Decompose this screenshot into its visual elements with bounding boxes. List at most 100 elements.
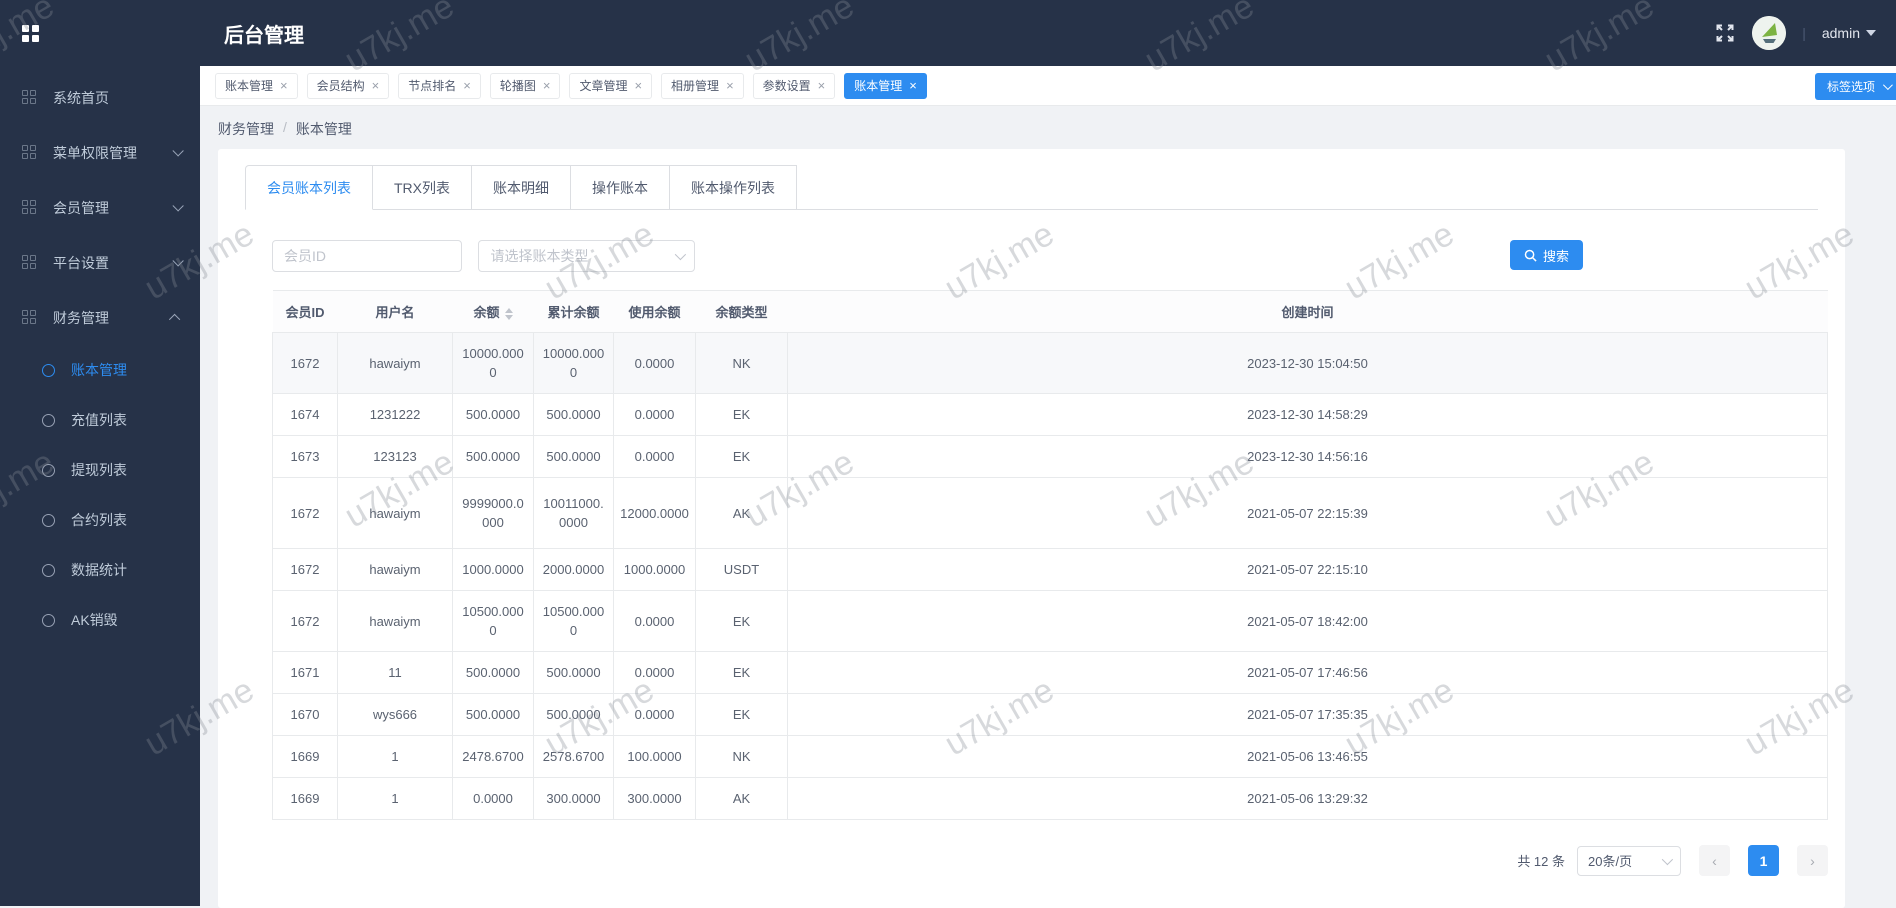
tab-ledger-op-list[interactable]: 账本操作列表 <box>670 165 797 210</box>
table-cell: 2578.6700 <box>533 735 614 778</box>
sidebar-item-label: 菜单权限管理 <box>53 144 137 161</box>
table-cell: 300.0000 <box>613 777 696 820</box>
tab-trx-list[interactable]: TRX列表 <box>373 165 472 210</box>
table-cell: EK <box>695 435 788 478</box>
table-cell: 0.0000 <box>613 651 696 694</box>
table-cell: 0.0000 <box>452 777 534 820</box>
close-icon[interactable]: × <box>726 78 734 93</box>
table-cell: 1671 <box>272 651 338 694</box>
user-avatar[interactable] <box>1752 16 1787 50</box>
table-cell: 2021-05-07 22:15:10 <box>787 548 1828 591</box>
prev-page-button[interactable]: ‹ <box>1699 845 1730 876</box>
app-title: 后台管理 <box>224 24 304 47</box>
tab-chip[interactable]: 参数设置 × <box>752 72 836 99</box>
table-cell: wys666 <box>337 693 453 736</box>
finance-submenu: 账本管理 充值列表 提现列表 合约列表 数据统计 AK销毁 <box>0 345 200 645</box>
col-balance: 余额 <box>452 290 534 333</box>
app-logo-icon <box>22 24 39 42</box>
table-cell: 1000.0000 <box>452 548 534 591</box>
page-1-button[interactable]: 1 <box>1748 845 1779 876</box>
tab-chip[interactable]: 会员结构 × <box>306 72 390 99</box>
tab-chip-active[interactable]: 账本管理 × <box>844 72 927 99</box>
sidebar-subitem-withdraw-list[interactable]: 提现列表 <box>0 445 200 495</box>
table-cell: 2021-05-07 17:46:56 <box>787 651 1828 694</box>
circle-icon <box>42 363 55 377</box>
close-icon[interactable]: × <box>371 78 380 93</box>
table-cell: 500.0000 <box>533 435 614 478</box>
sidebar-subitem-contract-list[interactable]: 合约列表 <box>0 495 200 545</box>
table-cell: 2000.0000 <box>533 548 614 591</box>
tab-member-ledger-list[interactable]: 会员账本列表 <box>245 165 373 210</box>
grid-icon <box>22 200 37 215</box>
table-cell: 1 <box>337 735 453 778</box>
fullscreen-icon[interactable] <box>1714 22 1736 44</box>
table-cell: AK <box>695 477 788 549</box>
table-cell: 0.0000 <box>613 590 696 652</box>
sort-icon[interactable] <box>504 307 513 320</box>
sidebar-subitem-data-stats[interactable]: 数据统计 <box>0 545 200 595</box>
table-row: 1670 wys666 500.0000 500.0000 0.0000 EK 2021-0… <box>272 693 1828 736</box>
tab-ledger-detail[interactable]: 账本明细 <box>472 165 571 210</box>
table-cell: EK <box>695 393 788 436</box>
table-cell: EK <box>695 651 788 694</box>
divider: | <box>1802 25 1806 41</box>
close-icon[interactable]: × <box>280 78 288 93</box>
sidebar-subitem-ledger[interactable]: 账本管理 <box>0 345 200 395</box>
chevron-down-icon <box>172 144 184 157</box>
tab-chip[interactable]: 相册管理 × <box>661 72 744 99</box>
table-cell: 10500.0000 <box>533 590 614 652</box>
table-row: 1673 123123 500.0000 500.0000 0.0000 EK 2023-1… <box>272 435 1828 478</box>
search-button[interactable]: 搜索 <box>1509 240 1583 270</box>
sidebar-item-label: 合约列表 <box>71 512 127 528</box>
tab-chip[interactable]: 文章管理 × <box>569 72 653 99</box>
sidebar-item-menu-permissions[interactable]: 菜单权限管理 <box>0 125 200 180</box>
close-icon[interactable]: × <box>463 78 471 93</box>
table-cell: 2478.6700 <box>452 735 534 778</box>
table-cell: NK <box>695 735 788 778</box>
table-cell: 2021-05-07 18:42:00 <box>787 590 1828 652</box>
table-cell: AK <box>695 777 788 820</box>
tab-chip[interactable]: 轮播图 × <box>489 72 561 99</box>
close-icon[interactable]: × <box>634 78 643 93</box>
circle-icon <box>42 563 55 577</box>
sidebar-item-label: 平台设置 <box>53 254 109 271</box>
tab-chip[interactable]: 节点排名 × <box>398 72 481 99</box>
table-row: 1669 1 2478.6700 2578.6700 100.0000 NK 2021-05… <box>272 735 1828 778</box>
table-header-row: 会员ID 用户名 余额 累计余额 使用余额 余额类型 创建时间 <box>272 290 1828 333</box>
username: admin <box>1821 25 1860 41</box>
content-tabs: 会员账本列表 TRX列表 账本明细 操作账本 账本操作列表 <box>245 165 1818 210</box>
top-bar: 后台管理 | admin <box>0 0 1896 66</box>
table-cell: 1000.0000 <box>613 548 696 591</box>
page-size-select[interactable]: 20条/页 <box>1577 845 1681 876</box>
member-id-input[interactable]: 会员ID <box>272 240 462 272</box>
sidebar-item-home[interactable]: 系统首页 <box>0 70 200 125</box>
next-page-button[interactable]: › <box>1797 845 1828 876</box>
tab-operate-ledger[interactable]: 操作账本 <box>571 165 670 210</box>
user-menu[interactable]: admin <box>1822 25 1876 41</box>
table-cell: EK <box>695 590 788 652</box>
table-cell: 2021-05-07 17:35:35 <box>787 693 1828 736</box>
sidebar-item-platform-settings[interactable]: 平台设置 <box>0 235 200 290</box>
table-cell: 11 <box>337 651 453 694</box>
breadcrumb-parent[interactable]: 财务管理 <box>218 121 274 137</box>
close-icon[interactable]: × <box>542 78 551 93</box>
table-cell: 0.0000 <box>613 332 696 394</box>
sidebar-subitem-recharge-list[interactable]: 充值列表 <box>0 395 200 445</box>
tag-options-button[interactable]: 标签选项 <box>1814 73 1896 100</box>
table-row: 1674 1231222 500.0000 500.0000 0.0000 EK 2023-… <box>272 393 1828 436</box>
open-tabs-bar: 账本管理 × 会员结构 × 节点排名 × 轮播图 × 文章管理 × 相册管理 × 参数设置 ×… <box>200 66 1896 106</box>
sidebar-subitem-ak-burn[interactable]: AK销毁 <box>0 595 200 645</box>
sidebar-item-label: 系统首页 <box>53 89 109 106</box>
sidebar-item-members[interactable]: 会员管理 <box>0 180 200 235</box>
close-icon[interactable]: × <box>817 78 826 93</box>
table-cell: 1672 <box>272 477 338 549</box>
ledger-type-select[interactable]: 请选择账本类型 <box>478 240 696 272</box>
close-icon[interactable]: × <box>909 78 917 93</box>
col-total-balance: 累计余额 <box>533 290 614 333</box>
logo <box>0 24 200 42</box>
sidebar-item-finance[interactable]: 财务管理 <box>0 290 200 345</box>
table-cell: 10011000.0000 <box>533 477 614 549</box>
tab-chip[interactable]: 账本管理 × <box>215 72 298 99</box>
table-cell: 2023-12-30 14:58:29 <box>787 393 1828 436</box>
table-cell: USDT <box>695 548 788 591</box>
